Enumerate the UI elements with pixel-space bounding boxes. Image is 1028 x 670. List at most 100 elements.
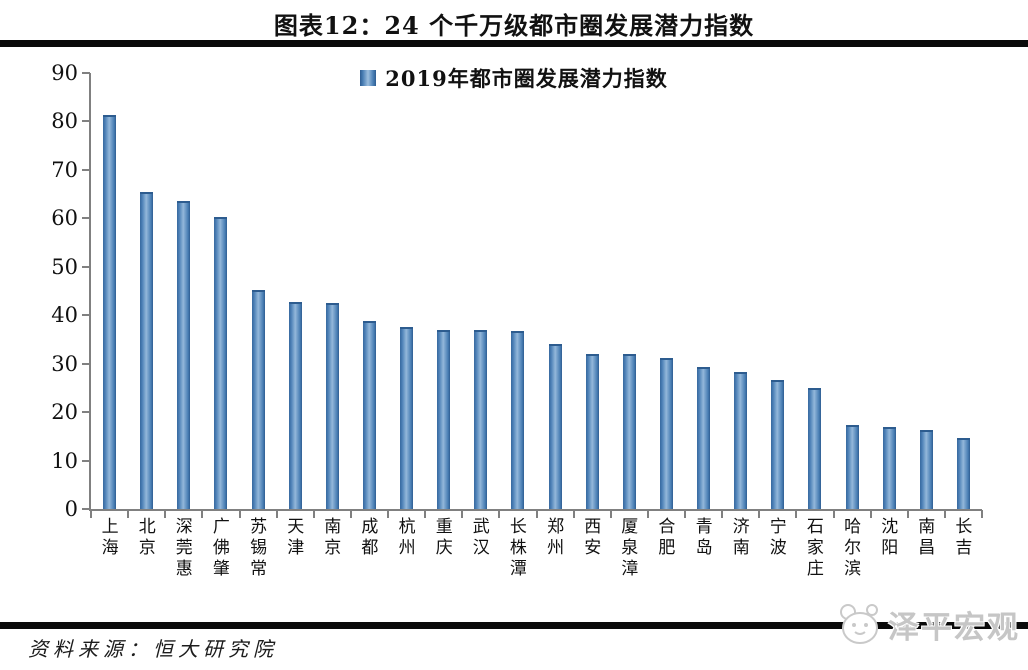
x-label-长吉: 长吉 — [951, 517, 972, 559]
bar-重庆 — [437, 329, 451, 509]
watermark-text: 泽平宏观 — [888, 609, 1020, 646]
y-tick — [82, 265, 90, 268]
bar-宁波 — [771, 379, 785, 509]
source-note: 资料来源：恒大研究院 — [28, 637, 278, 661]
top-rule — [0, 40, 1028, 47]
x-tick — [275, 510, 278, 518]
bar-slot — [165, 73, 202, 509]
bar-slot — [685, 73, 722, 509]
bar-苏锡常 — [251, 290, 265, 509]
x-tick — [387, 510, 389, 518]
x-label-武汉: 武汉 — [468, 517, 489, 559]
bar-slot — [351, 73, 388, 509]
bar-slot — [945, 73, 982, 509]
bar-天津 — [288, 301, 302, 509]
bar-成都 — [362, 320, 376, 509]
y-tick — [82, 362, 90, 365]
y-tick — [82, 217, 90, 220]
x-tick — [646, 510, 649, 518]
bar-slot — [499, 73, 536, 509]
bar-深莞惠 — [177, 201, 191, 509]
x-label-合肥: 合肥 — [654, 517, 675, 559]
mascot-icon — [840, 604, 878, 644]
y-tick — [82, 411, 90, 414]
y-tick — [82, 459, 90, 462]
watermark: 泽平宏观 — [834, 598, 1020, 650]
x-label-宁波: 宁波 — [765, 517, 786, 559]
y-tick-label: 10 — [51, 448, 78, 473]
x-label-重庆: 重庆 — [431, 517, 452, 559]
x-tick — [943, 510, 946, 518]
chart-title: 图表12：24 个千万级都市圈发展潜力指数 — [273, 11, 755, 40]
bar-slot — [240, 73, 277, 509]
bottom-rule — [0, 622, 1028, 629]
bar-slot — [648, 73, 685, 509]
bar-青岛 — [697, 366, 711, 509]
x-tick — [424, 510, 427, 518]
bar-slot — [91, 73, 128, 509]
y-tick-label: 20 — [51, 400, 78, 425]
legend: 2019年都市圈发展潜力指数 — [0, 63, 1028, 93]
x-tick — [498, 510, 501, 518]
x-label-哈尔滨: 哈尔滨 — [840, 517, 861, 580]
y-tick-label: 80 — [51, 109, 78, 134]
y-tick-label: 90 — [51, 61, 78, 85]
x-tick — [758, 510, 761, 518]
x-label-沈阳: 沈阳 — [877, 517, 898, 559]
x-tick — [535, 510, 538, 518]
y-tick-label: 30 — [51, 351, 78, 376]
bar-slot — [128, 73, 165, 509]
x-label-天津: 天津 — [283, 517, 304, 559]
bar-slot — [908, 73, 945, 509]
y-tick — [82, 508, 90, 510]
bar-slot — [537, 73, 574, 509]
x-tick — [201, 510, 204, 518]
bar-济南 — [734, 372, 748, 509]
bar-长吉 — [956, 438, 970, 509]
x-label-济南: 济南 — [728, 517, 749, 559]
legend-marker-swatch — [360, 70, 377, 86]
bar-石家庄 — [808, 387, 822, 509]
y-tick — [82, 120, 90, 123]
legend-label: 2019年都市圈发展潜力指数 — [385, 66, 668, 91]
x-label-青岛: 青岛 — [691, 517, 712, 559]
x-label-西安: 西安 — [580, 517, 601, 559]
x-label-南昌: 南昌 — [914, 517, 935, 559]
x-tick — [461, 510, 464, 518]
x-tick — [164, 510, 167, 518]
bar-slot — [388, 73, 425, 509]
bar-slot — [314, 73, 351, 509]
bar-slot — [574, 73, 611, 509]
bar-slot — [425, 73, 462, 509]
bar-slot — [462, 73, 499, 509]
y-tick-label: 50 — [51, 254, 78, 279]
x-label-杭州: 杭州 — [394, 517, 415, 559]
bar-厦泉漳 — [622, 354, 636, 509]
bar-slot — [834, 73, 871, 509]
x-tick — [238, 510, 241, 518]
bar-slot — [796, 73, 833, 509]
bar-杭州 — [400, 326, 414, 509]
bar-上海 — [103, 115, 117, 509]
x-tick — [312, 510, 315, 518]
x-tick — [981, 510, 983, 518]
y-tick-label: 60 — [51, 206, 78, 231]
bar-slot — [871, 73, 908, 509]
x-tick — [906, 510, 909, 518]
y-tick — [82, 314, 90, 317]
bar-slot — [722, 73, 759, 509]
x-label-上海: 上海 — [97, 517, 118, 559]
bar-合肥 — [659, 358, 673, 509]
x-tick — [869, 510, 872, 518]
x-tick — [609, 510, 612, 518]
y-tick — [82, 168, 90, 171]
bar-沈阳 — [882, 426, 896, 509]
bar-slot — [759, 73, 796, 509]
x-tick — [684, 510, 686, 518]
x-tick — [572, 510, 575, 518]
y-tick — [82, 72, 90, 74]
y-tick-label: 70 — [51, 157, 78, 182]
y-tick-label: 0 — [64, 497, 78, 521]
bar-西安 — [585, 353, 599, 509]
